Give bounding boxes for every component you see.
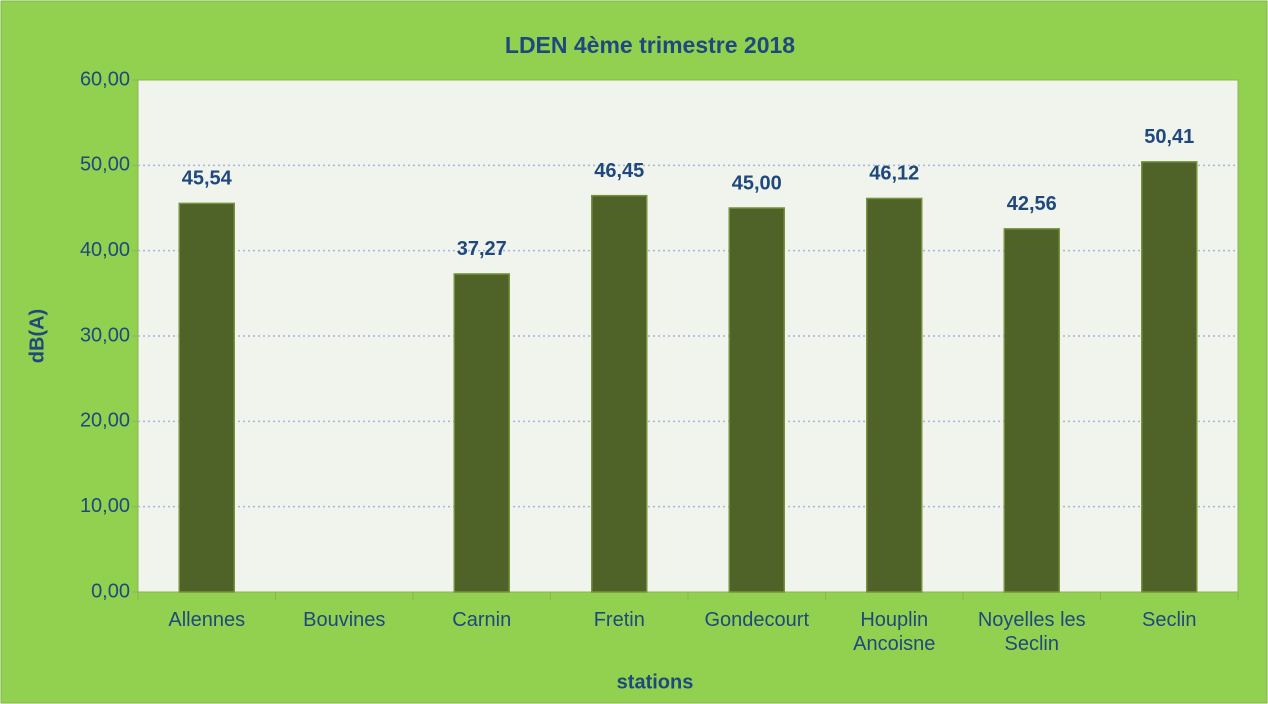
data-label: 42,56 bbox=[1007, 193, 1057, 215]
y-tick-label: 0,00 bbox=[91, 580, 130, 602]
bar bbox=[178, 202, 235, 593]
x-tick-label-box: Fretin bbox=[593, 609, 645, 631]
y-tick-label: 60,00 bbox=[80, 68, 130, 90]
x-tick-label-box: Bouvines bbox=[303, 609, 386, 631]
x-tick-label: Seclin bbox=[1142, 609, 1197, 631]
data-label: 50,41 bbox=[1144, 126, 1194, 148]
x-tick-label: Carnin bbox=[452, 609, 512, 631]
x-tick-label-box: Seclin bbox=[1142, 609, 1197, 631]
y-tick-label: 20,00 bbox=[80, 410, 130, 432]
bar bbox=[1003, 228, 1060, 593]
bar bbox=[453, 273, 510, 593]
x-tick-label-box: Carnin bbox=[452, 609, 512, 631]
x-tick-label-box: Noyelles les Seclin bbox=[977, 609, 1086, 655]
data-label: 37,27 bbox=[457, 238, 507, 260]
x-tick-label: Gondecourt bbox=[704, 609, 809, 631]
y-tick-label: 10,00 bbox=[80, 495, 130, 517]
x-tick-label-box: Allennes bbox=[168, 609, 246, 631]
bar bbox=[866, 197, 923, 593]
x-tick-label-box: Gondecourt bbox=[704, 609, 809, 631]
y-tick-label: 30,00 bbox=[80, 324, 130, 346]
bar bbox=[591, 194, 648, 593]
y-tick-label: 50,00 bbox=[80, 154, 130, 176]
data-label: 45,00 bbox=[732, 172, 782, 194]
data-label: 46,45 bbox=[594, 160, 644, 182]
x-tick-label: Bouvines bbox=[303, 609, 386, 631]
chart-title: LDEN 4ème trimestre 2018 bbox=[505, 32, 795, 58]
x-axis-label: stations bbox=[617, 671, 694, 693]
bar bbox=[1141, 161, 1198, 593]
x-tick-label: Houplin Ancoisne bbox=[853, 609, 936, 655]
data-label: 46,12 bbox=[869, 163, 919, 185]
data-label: 45,54 bbox=[182, 168, 233, 190]
x-tick-label: Noyelles les Seclin bbox=[977, 609, 1086, 655]
x-tick-label-box: Houplin Ancoisne bbox=[853, 609, 936, 655]
x-tick-label: Allennes bbox=[168, 609, 246, 631]
y-axis-label: dB(A) bbox=[26, 309, 48, 363]
bar bbox=[728, 207, 785, 593]
x-tick-label: Fretin bbox=[593, 609, 645, 631]
y-tick-label: 40,00 bbox=[80, 239, 130, 261]
